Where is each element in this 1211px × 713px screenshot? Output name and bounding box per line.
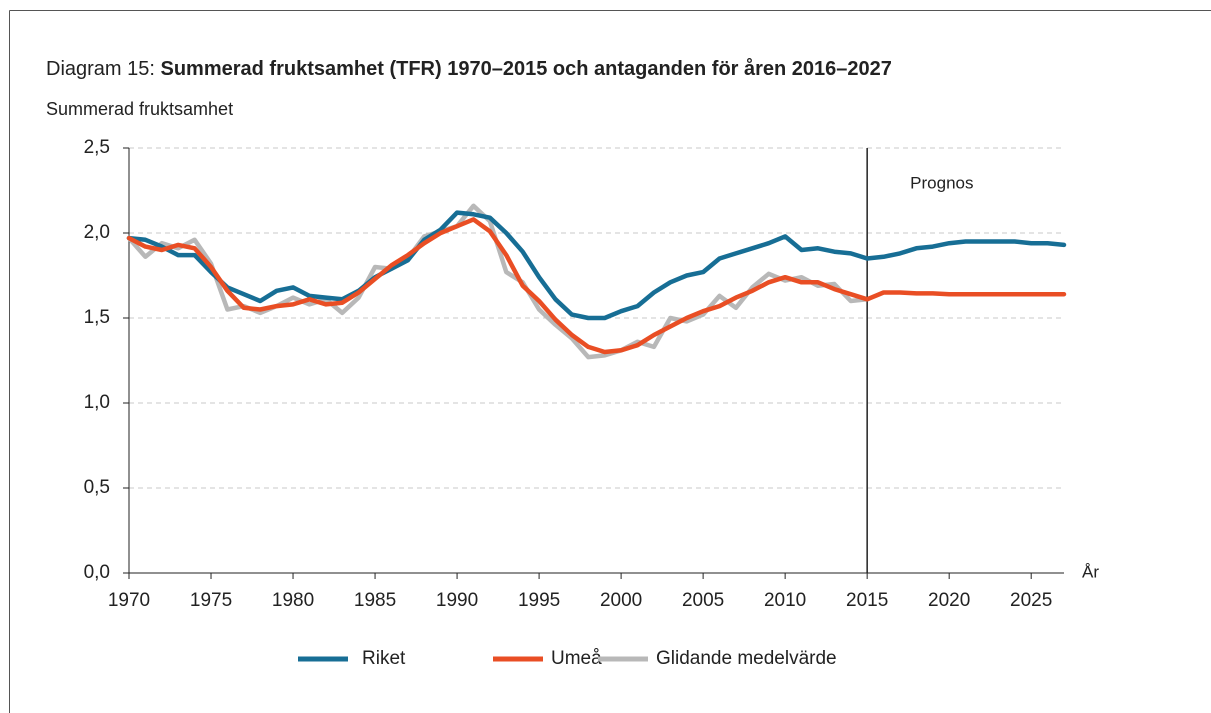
title-main: Summerad fruktsamhet (TFR) 1970–2015 och…: [161, 57, 892, 80]
annotation: Prognos: [910, 173, 973, 192]
legend-label: Riket: [362, 648, 406, 669]
y-axis-label: Summerad fruktsamhet: [46, 99, 233, 119]
y-tick-label: 0,0: [84, 562, 110, 583]
x-tick-label: 1990: [436, 590, 478, 611]
x-tick-label: 2010: [764, 590, 806, 611]
y-tick-label: 1,5: [84, 307, 110, 328]
y-tick-label: 0,5: [84, 477, 110, 498]
y-tick-label: 2,5: [84, 137, 110, 158]
x-axis-label: År: [1082, 562, 1099, 581]
x-tick-label: 2020: [928, 590, 970, 611]
x-tick-label: 2005: [682, 590, 724, 611]
x-tick-label: 2015: [846, 590, 888, 611]
legend-label: Glidande medelvärde: [656, 648, 837, 669]
x-tick-label: 1975: [190, 590, 232, 611]
title-prefix: Diagram 15:: [46, 58, 155, 80]
chart-title: Diagram 15: Summerad fruktsamhet (TFR) 1…: [46, 57, 892, 80]
legend-label: Umeå: [551, 648, 602, 669]
x-tick-label: 1970: [108, 590, 150, 611]
x-tick-label: 1995: [518, 590, 560, 611]
series-line: [126, 217, 1067, 355]
y-tick-label: 2,0: [84, 222, 110, 243]
x-tick-label: 2025: [1010, 590, 1052, 611]
series-line: [126, 203, 870, 360]
x-tick-label: 2000: [600, 590, 642, 611]
y-tick-label: 1,0: [84, 392, 110, 413]
x-tick-label: 1985: [354, 590, 396, 611]
series-line: [126, 210, 1067, 321]
x-tick-label: 1980: [272, 590, 314, 611]
